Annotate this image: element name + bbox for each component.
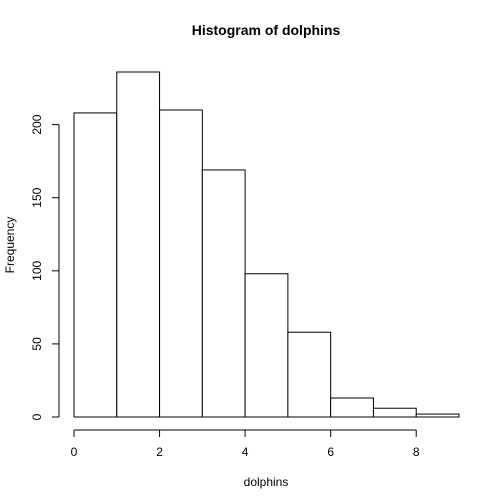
y-tick-label: 0 bbox=[30, 413, 44, 420]
chart-title: Histogram of dolphins bbox=[192, 22, 341, 38]
x-tick-label: 4 bbox=[242, 445, 249, 459]
x-tick-label: 6 bbox=[327, 445, 334, 459]
x-tick-label: 0 bbox=[71, 445, 78, 459]
y-axis: 0 50 100 150 200 bbox=[30, 114, 60, 420]
x-tick-label: 2 bbox=[156, 445, 163, 459]
histogram-bar bbox=[159, 109, 203, 418]
bars-group bbox=[73, 71, 460, 418]
histogram-bar bbox=[201, 169, 246, 418]
histogram-bar bbox=[330, 397, 374, 418]
y-tick-label: 50 bbox=[30, 337, 44, 351]
y-tick-label: 150 bbox=[30, 187, 44, 207]
x-tick-label: 8 bbox=[413, 445, 420, 459]
histogram-bar bbox=[244, 273, 289, 418]
x-axis-title: dolphins bbox=[244, 475, 289, 489]
x-axis: 0 2 4 6 8 bbox=[71, 429, 420, 459]
y-tick-label: 100 bbox=[30, 260, 44, 280]
histogram-bar bbox=[116, 71, 161, 418]
y-tick-label: 200 bbox=[30, 114, 44, 134]
histogram-bar bbox=[287, 331, 332, 418]
histogram-bar bbox=[415, 413, 460, 418]
y-axis-title: Frequency bbox=[3, 217, 17, 274]
histogram-bar bbox=[372, 407, 417, 418]
histogram-bar bbox=[73, 112, 118, 418]
